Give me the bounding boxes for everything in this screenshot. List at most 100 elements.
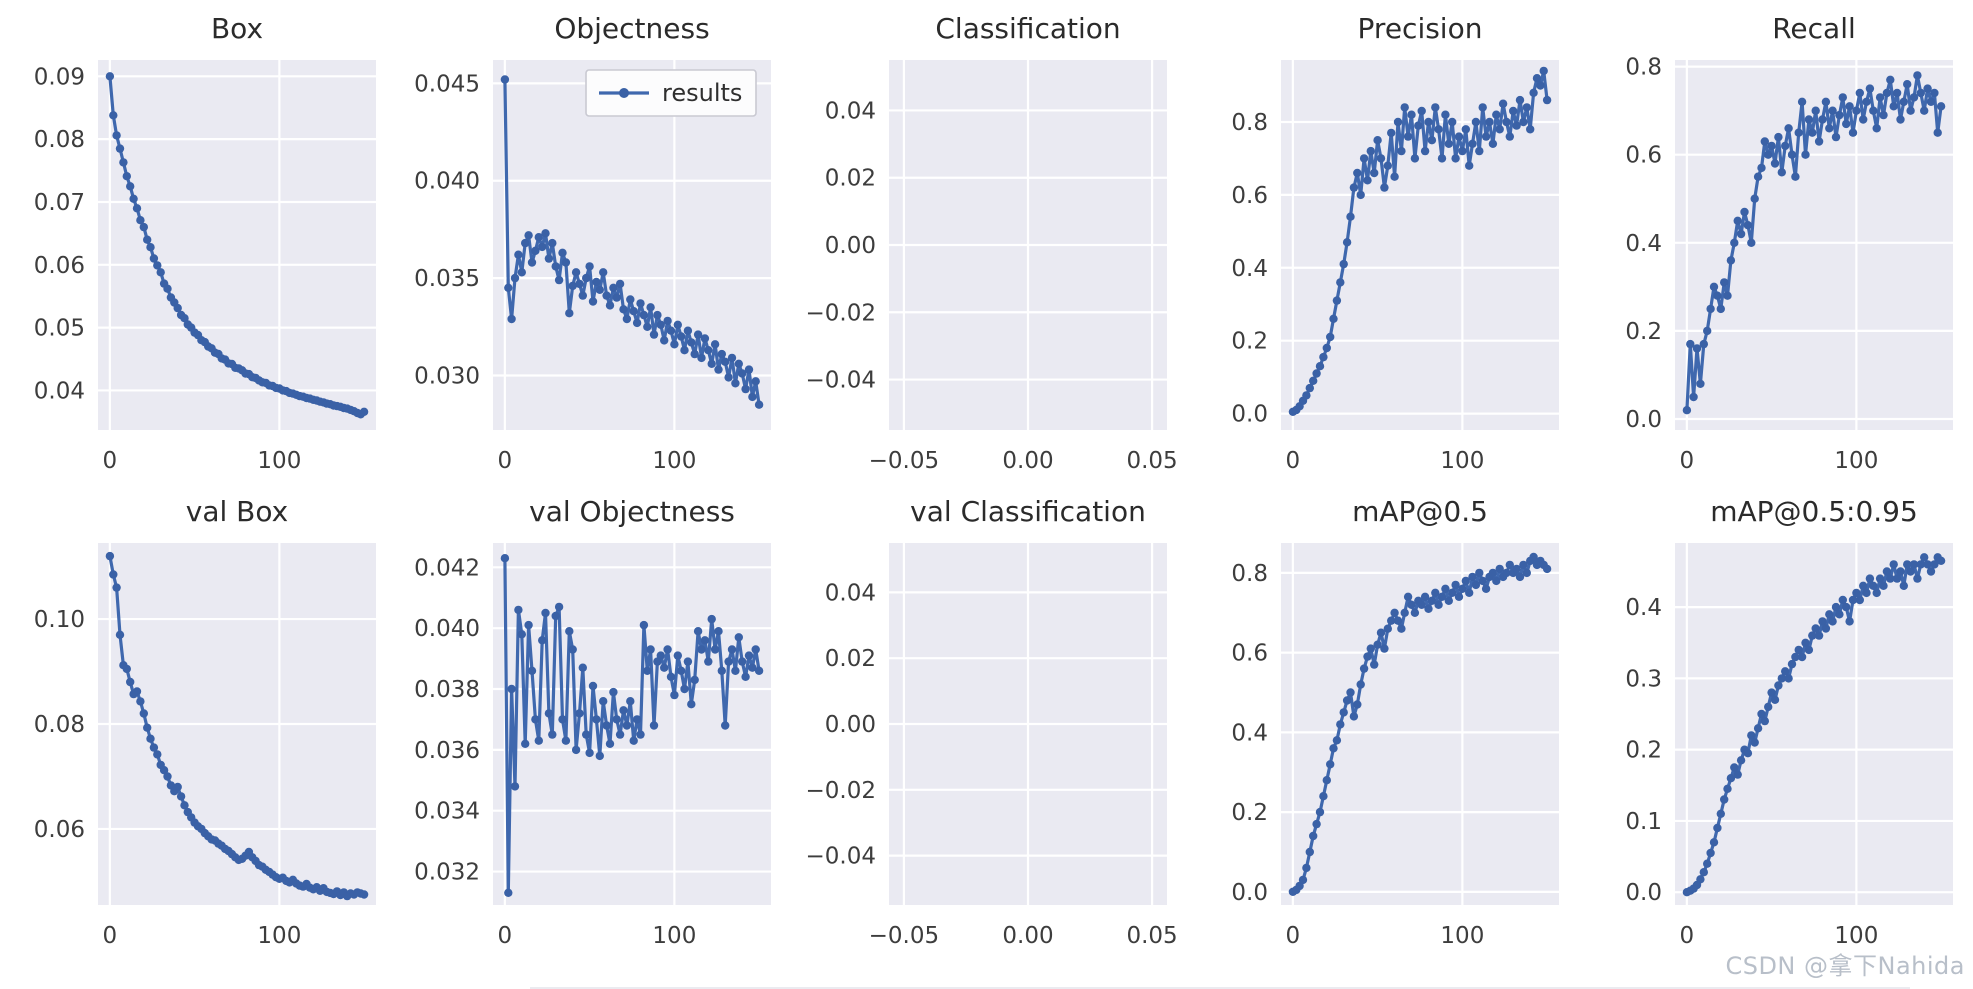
series-marker	[1502, 117, 1511, 127]
series-marker	[1730, 763, 1739, 772]
series-marker	[1696, 379, 1705, 388]
series-marker	[1838, 595, 1848, 605]
y-tick-label: −0.04	[806, 844, 876, 870]
series-marker	[663, 316, 672, 326]
y-tick-label: 0.04	[34, 378, 85, 404]
series-marker	[1434, 600, 1443, 609]
series-marker	[602, 291, 611, 300]
y-tick-label: 0.06	[34, 817, 85, 843]
series-marker	[1743, 749, 1753, 758]
series-marker	[731, 379, 740, 388]
series-marker	[1855, 88, 1865, 98]
series-marker	[1706, 848, 1715, 858]
series-marker	[1821, 624, 1831, 633]
y-tick-label: −0.02	[806, 300, 876, 326]
series-marker	[656, 320, 665, 329]
series-marker	[1505, 132, 1515, 141]
y-tick-label: 0.036	[414, 738, 480, 764]
series-marker	[1872, 588, 1881, 598]
series-marker	[1913, 574, 1922, 583]
subplot-title: Classification	[935, 12, 1120, 45]
series-marker	[109, 111, 118, 120]
series-marker	[1797, 652, 1807, 662]
series-marker	[1869, 581, 1878, 590]
series-marker	[1312, 819, 1321, 829]
series-marker	[561, 258, 571, 267]
x-tick-label: 0	[1286, 923, 1301, 949]
series-marker	[1875, 574, 1885, 583]
series-marker	[1417, 600, 1426, 609]
series-marker	[1465, 588, 1474, 597]
series-marker	[1909, 560, 1919, 569]
series-marker	[558, 715, 567, 724]
series-marker	[1760, 716, 1770, 726]
series-marker	[1740, 207, 1749, 217]
x-tick-label: 100	[257, 448, 301, 474]
series-marker	[544, 709, 554, 718]
series-marker	[619, 706, 628, 715]
series-marker	[1859, 581, 1868, 590]
series-marker	[1539, 66, 1548, 76]
y-tick-label: 0.040	[414, 169, 480, 195]
y-tick-label: 0.045	[414, 71, 480, 97]
subplot-objectness: 0 100 0.030 0.035 0.040 0.045 Objectness result…	[414, 12, 771, 474]
x-tick-label: 0.00	[1002, 448, 1053, 474]
series-marker	[1882, 567, 1892, 576]
series-marker	[697, 645, 706, 654]
series-marker	[1682, 406, 1692, 415]
x-tick-label: 100	[257, 923, 301, 949]
series-line	[1685, 73, 1943, 412]
series-marker	[677, 332, 686, 341]
series-marker	[1346, 688, 1355, 697]
x-tick-label: 100	[652, 448, 696, 474]
series-marker	[1522, 568, 1532, 578]
series-marker	[1366, 146, 1376, 156]
series-marker	[693, 330, 703, 339]
series-marker	[612, 715, 621, 724]
series-marker	[700, 636, 710, 645]
series-marker	[504, 888, 513, 897]
series-marker	[1542, 564, 1552, 574]
series-marker	[1410, 154, 1420, 163]
series-marker	[1471, 580, 1481, 590]
series-marker	[500, 75, 510, 84]
series-marker	[1770, 695, 1780, 704]
series-marker	[748, 663, 757, 672]
series-marker	[734, 633, 743, 642]
series-marker	[1478, 576, 1487, 586]
series-marker	[527, 258, 537, 267]
series-marker	[588, 681, 598, 691]
series-marker	[112, 583, 121, 592]
series-marker	[1909, 93, 1919, 102]
series-marker	[1359, 664, 1369, 673]
series-marker	[1723, 291, 1732, 300]
series-marker	[1468, 139, 1477, 148]
series-marker	[1515, 572, 1525, 582]
series-marker	[599, 268, 608, 277]
series-marker	[1770, 159, 1780, 168]
series-marker	[1312, 369, 1321, 378]
series-marker	[578, 663, 587, 672]
y-tick-label: 0.042	[414, 555, 480, 581]
series-marker	[744, 651, 754, 660]
series-marker	[1526, 125, 1535, 134]
series-marker	[1699, 868, 1709, 877]
series-marker	[1906, 106, 1915, 115]
y-tick-label: 0.00	[825, 233, 876, 259]
y-tick-label: 0.1	[1625, 809, 1662, 835]
x-tick-label: 0	[1286, 448, 1301, 474]
y-tick-label: 0.00	[825, 712, 876, 738]
subplot-classification: −0.05 0.00 0.05 −0.04 −0.02 0.00 0.02 0.04 Class…	[806, 12, 1178, 474]
series-marker	[105, 551, 115, 561]
series-marker	[1387, 616, 1396, 625]
series-marker	[568, 281, 577, 291]
series-marker	[1356, 190, 1365, 200]
series-marker	[1703, 326, 1712, 336]
series-marker	[1862, 97, 1871, 107]
series-marker	[704, 657, 713, 666]
series-marker	[1838, 93, 1848, 102]
series-marker	[1692, 344, 1702, 353]
series-marker	[1930, 560, 1939, 569]
series-marker	[1332, 736, 1342, 745]
series-marker	[721, 721, 730, 730]
